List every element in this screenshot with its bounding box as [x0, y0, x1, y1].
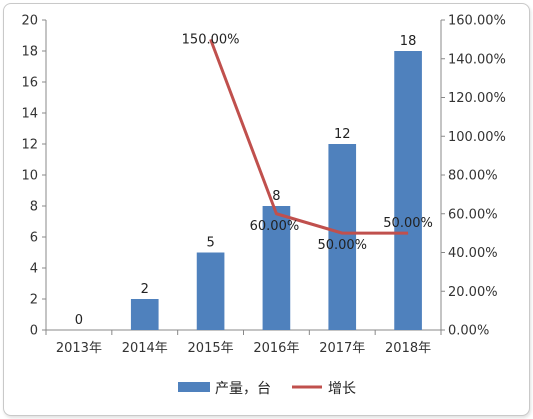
line-value-label: 60.00%	[250, 219, 300, 234]
left-tick-label: 8	[30, 200, 38, 215]
x-tick-label: 2018年	[385, 341, 431, 356]
right-tick-label: 120.00%	[448, 91, 506, 106]
left-tick-label: 20	[21, 14, 38, 29]
right-tick-label: 160.00%	[448, 14, 506, 29]
right-tick-label: 100.00%	[448, 130, 506, 145]
x-tick-label: 2015年	[188, 341, 234, 356]
right-tick-label: 0.00%	[448, 324, 489, 339]
bar	[130, 299, 159, 330]
line-series	[209, 38, 409, 235]
x-tick-label: 2014年	[122, 341, 168, 356]
line-value-label: 50.00%	[317, 238, 367, 253]
left-tick-label: 16	[21, 76, 38, 91]
bar	[262, 206, 291, 330]
left-tick-label: 0	[30, 324, 38, 339]
axes	[42, 19, 445, 335]
x-tick-labels: 2013年 2014年 2015年 2016年 2017年 2018年	[56, 341, 431, 356]
line-value-label: 50.00%	[383, 216, 433, 231]
left-tick-label: 2	[30, 293, 38, 308]
line-data-labels: 150.00% 60.00% 50.00% 50.00%	[182, 32, 433, 253]
x-tick-label: 2013年	[56, 341, 102, 356]
right-tick-label: 60.00%	[448, 207, 498, 222]
bar-value-label: 5	[206, 236, 214, 251]
left-tick-label: 18	[21, 45, 38, 60]
line-value-label: 150.00%	[182, 32, 240, 47]
right-y-tick-labels: 0.00% 20.00% 40.00% 60.00% 80.00% 100.00% 120.…	[448, 14, 506, 339]
right-tick-label: 20.00%	[448, 285, 498, 300]
legend-bar-swatch	[178, 382, 210, 392]
bar	[328, 144, 357, 330]
left-tick-label: 12	[21, 138, 38, 153]
bar-data-labels: 0 2 5 8 12 18	[75, 34, 417, 328]
bar-value-label: 0	[75, 313, 83, 328]
legend-bar-label: 产量，台	[215, 381, 271, 397]
x-tick-label: 2017年	[319, 341, 365, 356]
right-tick-label: 140.00%	[448, 52, 506, 67]
legend: 产量，台 增长	[178, 381, 356, 397]
left-tick-label: 10	[21, 169, 38, 184]
left-tick-label: 14	[21, 107, 38, 122]
right-tick-label: 80.00%	[448, 169, 498, 184]
bar	[196, 252, 225, 330]
bar-series	[130, 51, 422, 330]
left-y-tick-labels: 0 2 4 6 8 10 12 14 16 18 20	[21, 14, 38, 339]
left-tick-label: 6	[30, 231, 38, 246]
bar-value-label: 8	[272, 189, 280, 204]
x-tick-label: 2016年	[253, 341, 299, 356]
left-tick-label: 4	[30, 262, 38, 277]
bar-value-label: 18	[400, 34, 417, 49]
bar	[394, 51, 422, 330]
legend-line-label: 增长	[328, 381, 356, 397]
bar-value-label: 2	[141, 282, 149, 297]
right-tick-label: 40.00%	[448, 246, 498, 261]
growth-line	[209, 38, 409, 235]
bar-value-label: 12	[334, 127, 351, 142]
